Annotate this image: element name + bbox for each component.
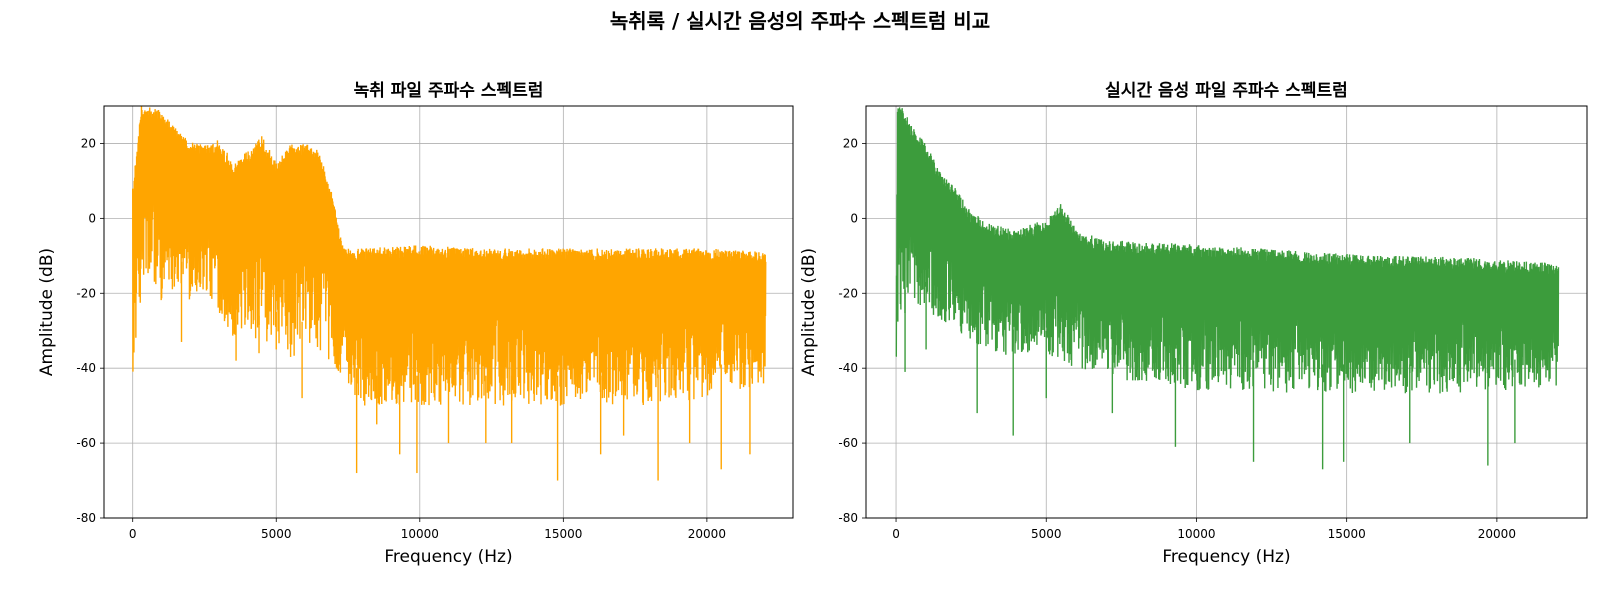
right-y-ticks: -80 -60 -40 -20 0 20: [838, 136, 866, 525]
left-y-tick-label: -80: [76, 511, 96, 525]
right-x-tick-label: 15000: [1328, 527, 1366, 541]
left-x-tick-label: 15000: [544, 527, 582, 541]
left-x-tick-label: 5000: [261, 527, 292, 541]
right-x-tick-label: 5000: [1031, 527, 1062, 541]
left-axes-frame: [103, 105, 794, 519]
left-x-axis-label: Frequency (Hz): [384, 547, 512, 567]
left-y-tick-label: 20: [81, 136, 96, 150]
left-y-ticks: -80 -60 -40 -20 0 20: [76, 136, 104, 525]
right-y-tick-label: -40: [838, 361, 858, 375]
left-x-tick-label: 20000: [688, 527, 726, 541]
right-y-tick-label: 20: [843, 136, 858, 150]
left-y-tick-label: -20: [76, 286, 96, 300]
right-x-tick-label: 0: [892, 527, 900, 541]
right-y-tick-label: -80: [838, 511, 858, 525]
left-y-tick-label: 0: [88, 211, 96, 225]
right-y-tick-label: -20: [838, 286, 858, 300]
right-spectrum-series: [895, 107, 1560, 470]
right-axes-frame: [865, 105, 1588, 519]
right-x-ticks: 0 5000 10000 15000 20000: [892, 518, 1516, 541]
left-spectrum-series: [132, 106, 767, 481]
left-chart-title: 녹취 파일 주파수 스펙트럼: [354, 80, 544, 101]
right-y-tick-label: 0: [850, 211, 858, 225]
left-y-tick-label: -60: [76, 436, 96, 450]
right-x-axis-label: Frequency (Hz): [1162, 547, 1290, 567]
right-x-tick-label: 20000: [1478, 527, 1516, 541]
figure-suptitle: 녹취록 / 실시간 음성의 주파수 스펙트럼 비교: [610, 9, 990, 33]
right-y-tick-label: -60: [838, 436, 858, 450]
left-x-tick-label: 0: [129, 527, 137, 541]
right-chart: 0 5000 10000 15000 20000 -80 -60 -40 -20 0 20 실시간…: [799, 81, 1588, 567]
left-x-tick-label: 10000: [401, 527, 439, 541]
right-x-tick-label: 10000: [1177, 527, 1215, 541]
right-spectrum-line: [895, 107, 1560, 394]
left-y-axis-label: Amplitude (dB): [37, 248, 57, 376]
left-chart: 0 5000 10000 15000 20000 -80 -60 -40 -20 0 20 녹취 …: [37, 80, 794, 567]
left-y-tick-label: -40: [76, 361, 96, 375]
left-spectrum-line: [132, 106, 767, 406]
left-x-ticks: 0 5000 10000 15000 20000: [129, 518, 726, 541]
right-y-axis-label: Amplitude (dB): [799, 248, 819, 376]
right-chart-title: 실시간 음성 파일 주파수 스펙트럼: [1105, 81, 1348, 101]
